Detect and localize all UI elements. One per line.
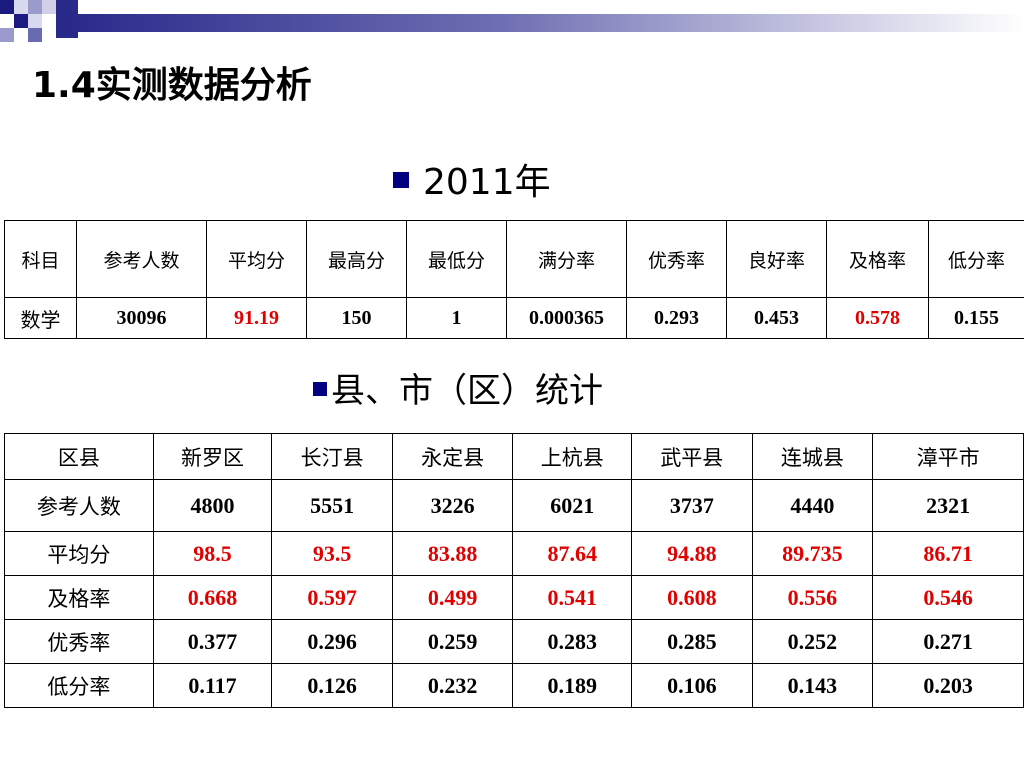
table-2011-summary: 科目 参考人数 平均分 最高分 最低分 满分率 优秀率 良好率 及格率 低分率 数学 30096 91… (4, 220, 1024, 339)
bullet-square-icon (313, 381, 327, 396)
data-cell: 2321 (872, 479, 1024, 532)
header-cell: 平均分 (206, 220, 307, 298)
data-cell: 0.285 (631, 619, 753, 664)
row-label-cell: 优秀率 (4, 619, 154, 664)
bullet-square-icon (393, 172, 409, 188)
data-cell: 0.556 (751, 575, 874, 620)
header-cell: 上杭县 (512, 433, 633, 480)
corner-decoration (0, 0, 1024, 42)
data-cell: 4800 (152, 479, 273, 532)
header-cell: 武平县 (631, 433, 753, 480)
data-cell: 3737 (631, 479, 753, 532)
data-cell: 0.271 (872, 619, 1024, 664)
data-cell: 0.293 (626, 297, 727, 339)
table-row: 及格率 0.668 0.597 0.499 0.541 0.608 0.556 0.546 (4, 575, 1024, 620)
data-cell: 0.117 (152, 663, 273, 708)
section-2011-label: 2011年 (423, 162, 551, 203)
row-label-cell: 低分率 (4, 663, 154, 708)
header-cell: 低分率 (928, 220, 1024, 298)
data-cell: 4440 (751, 479, 874, 532)
header-cell: 最高分 (306, 220, 407, 298)
data-cell: 0.106 (631, 663, 753, 708)
data-cell: 0.578 (826, 297, 929, 339)
table-row: 参考人数 4800 5551 3226 6021 3737 4440 2321 (4, 479, 1024, 532)
section-county-label: 县、市（区）统计 (331, 371, 603, 411)
header-cell: 满分率 (506, 220, 627, 298)
data-cell: 0.155 (928, 297, 1024, 339)
data-cell: 89.735 (751, 531, 874, 576)
section-2011: 2011年 (393, 158, 551, 208)
header-cell: 及格率 (826, 220, 929, 298)
data-cell: 0.453 (726, 297, 827, 339)
data-cell: 5551 (271, 479, 393, 532)
data-cell: 0.296 (271, 619, 393, 664)
header-cell: 最低分 (406, 220, 507, 298)
data-cell: 0.232 (391, 663, 514, 708)
header-cell: 参考人数 (76, 220, 207, 298)
header-cell: 长汀县 (271, 433, 393, 480)
data-cell: 0.143 (751, 663, 874, 708)
header-cell: 永定县 (391, 433, 514, 480)
data-cell: 0.000365 (506, 297, 627, 339)
data-cell: 94.88 (631, 531, 753, 576)
header-cell: 连城县 (751, 433, 874, 480)
header-cell: 优秀率 (626, 220, 727, 298)
header-cell: 科目 (4, 220, 77, 298)
data-cell: 1 (406, 297, 507, 339)
data-cell: 86.71 (872, 531, 1024, 576)
data-cell: 0.541 (512, 575, 633, 620)
table-row: 平均分 98.5 93.5 83.88 87.64 94.88 89.735 86.71 (4, 531, 1024, 576)
data-cell: 0.608 (631, 575, 753, 620)
data-cell: 0.499 (391, 575, 514, 620)
page-title: 1.4实测数据分析 (32, 65, 312, 106)
header-cell: 漳平市 (872, 433, 1024, 480)
row-label-cell: 及格率 (4, 575, 154, 620)
data-cell: 93.5 (271, 531, 393, 576)
data-cell: 98.5 (152, 531, 273, 576)
header-cell: 区县 (4, 433, 154, 480)
data-cell: 0.377 (152, 619, 273, 664)
row-label-cell: 数学 (4, 297, 77, 339)
table-row: 优秀率 0.377 0.296 0.259 0.283 0.285 0.252 0.271 (4, 619, 1024, 664)
row-label-cell: 平均分 (4, 531, 154, 576)
header-cell: 新罗区 (152, 433, 273, 480)
data-cell: 0.189 (512, 663, 633, 708)
data-cell: 0.203 (872, 663, 1024, 708)
data-cell: 87.64 (512, 531, 633, 576)
data-cell: 0.126 (271, 663, 393, 708)
data-cell: 0.252 (751, 619, 874, 664)
data-cell: 91.19 (206, 297, 307, 339)
data-cell: 0.283 (512, 619, 633, 664)
header-cell: 良好率 (726, 220, 827, 298)
section-county-stats: 县、市（区）统计 (313, 366, 603, 416)
table-header-row: 区县 新罗区 长汀县 永定县 上杭县 武平县 连城县 漳平市 (4, 433, 1024, 480)
data-cell: 0.259 (391, 619, 514, 664)
data-cell: 0.597 (271, 575, 393, 620)
table-county-stats: 区县 新罗区 长汀县 永定县 上杭县 武平县 连城县 漳平市 参考人数 4800 5551 3226 6… (4, 433, 1024, 708)
data-cell: 150 (306, 297, 407, 339)
data-cell: 0.546 (872, 575, 1024, 620)
table-header-row: 科目 参考人数 平均分 最高分 最低分 满分率 优秀率 良好率 及格率 低分率 (4, 220, 1024, 298)
row-label-cell: 参考人数 (4, 479, 154, 532)
data-cell: 83.88 (391, 531, 514, 576)
table-row: 数学 30096 91.19 150 1 0.000365 0.293 0.453 0.578 0… (4, 297, 1024, 339)
data-cell: 0.668 (152, 575, 273, 620)
data-cell: 6021 (512, 479, 633, 532)
data-cell: 3226 (391, 479, 514, 532)
data-cell: 30096 (76, 297, 207, 339)
table-row: 低分率 0.117 0.126 0.232 0.189 0.106 0.143 0.203 (4, 663, 1024, 708)
